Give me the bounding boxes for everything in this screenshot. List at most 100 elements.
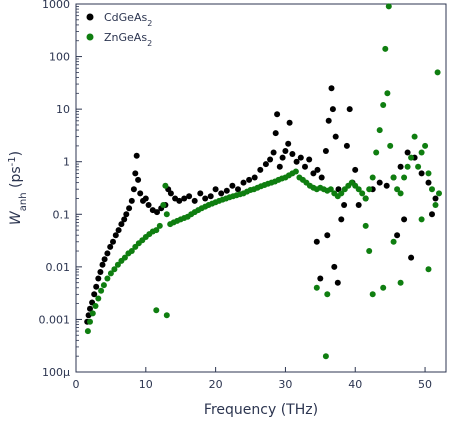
data-point	[334, 279, 341, 286]
data-point	[366, 186, 373, 193]
data-point	[191, 197, 198, 204]
data-point	[324, 232, 331, 239]
data-point	[132, 170, 139, 177]
data-point	[338, 190, 345, 197]
data-point	[429, 186, 435, 193]
data-point	[92, 303, 99, 309]
data-point	[429, 211, 435, 218]
data-points	[84, 3, 442, 360]
data-point	[118, 221, 125, 228]
x-tick-label: 0	[73, 378, 80, 391]
data-point	[318, 174, 325, 181]
data-point	[128, 197, 135, 204]
data-point	[327, 186, 334, 193]
legend-marker	[86, 13, 94, 21]
legend-marker	[86, 33, 94, 41]
data-point	[383, 182, 390, 189]
data-point	[137, 190, 144, 197]
series-2	[84, 3, 442, 360]
data-point	[262, 161, 269, 168]
data-point	[107, 243, 114, 250]
data-point	[325, 117, 332, 124]
x-axis-label: Frequency (THz)	[204, 402, 318, 418]
y-axis-label: Wanh (ps-1)	[7, 151, 29, 225]
data-point	[434, 69, 441, 76]
data-point	[84, 328, 91, 335]
x-tick-label: 50	[418, 378, 432, 391]
data-point	[115, 227, 122, 234]
data-point	[390, 174, 397, 181]
data-point	[322, 353, 329, 360]
data-point	[408, 154, 415, 161]
data-point	[425, 179, 432, 186]
data-point	[397, 163, 404, 170]
y-axis-label-main: W	[8, 210, 24, 225]
data-point	[418, 170, 425, 177]
data-point	[98, 287, 105, 294]
y-axis-ticks: 100µ 0.001 0.01 0.1 1 10 100 1000	[39, 0, 82, 379]
data-point	[270, 149, 277, 156]
data-point	[97, 269, 104, 275]
data-point	[111, 266, 118, 273]
data-point	[425, 170, 432, 177]
y-axis-label-sub: anh	[18, 192, 29, 211]
data-point	[186, 193, 193, 200]
data-point	[101, 256, 108, 263]
data-point	[176, 197, 183, 204]
data-point	[104, 275, 111, 282]
legend-item: CdGeAs2	[86, 11, 152, 28]
data-point	[436, 190, 442, 197]
data-point	[384, 90, 391, 97]
data-point	[235, 186, 241, 193]
legend: CdGeAs2 ZnGeAs2	[86, 11, 152, 48]
data-point	[167, 190, 174, 197]
data-point	[341, 202, 348, 208]
y-tick-label: 0.01	[46, 261, 71, 274]
data-point	[411, 133, 418, 140]
data-point	[404, 149, 411, 156]
data-point	[276, 163, 283, 170]
y-tick-label: 100µ	[42, 366, 70, 379]
data-point	[99, 261, 106, 268]
data-point	[279, 154, 286, 161]
data-point	[292, 168, 299, 175]
data-point	[425, 266, 432, 273]
data-point	[394, 186, 401, 193]
data-point	[376, 127, 383, 134]
data-point	[332, 133, 339, 140]
data-point	[359, 190, 366, 197]
data-point	[313, 238, 320, 245]
data-point	[162, 182, 169, 189]
data-point	[121, 216, 128, 223]
data-point	[293, 158, 300, 165]
data-point	[207, 193, 214, 200]
data-point	[415, 163, 422, 170]
data-point	[212, 186, 219, 193]
data-point	[418, 216, 425, 223]
data-point	[289, 151, 296, 157]
data-point	[286, 119, 293, 126]
data-point	[197, 190, 204, 197]
y-axis-label-unit: (ps	[8, 166, 24, 192]
legend-label: CdGeAs2	[104, 11, 152, 28]
data-point	[322, 148, 329, 154]
data-point	[128, 248, 135, 254]
data-point	[380, 102, 387, 108]
data-point	[422, 142, 429, 149]
data-point	[418, 149, 425, 156]
data-point	[324, 291, 331, 298]
data-point	[376, 179, 383, 186]
data-point	[163, 312, 170, 319]
data-point	[362, 195, 369, 202]
plot-frame	[75, 3, 447, 373]
legend-label: ZnGeAs2	[104, 31, 152, 48]
data-point	[397, 190, 404, 197]
data-point	[87, 318, 93, 325]
data-point	[401, 174, 408, 181]
data-point	[397, 279, 404, 286]
y-tick-label: 1000	[42, 0, 70, 11]
data-point	[251, 174, 258, 181]
data-point	[272, 130, 279, 137]
data-point	[408, 254, 415, 261]
